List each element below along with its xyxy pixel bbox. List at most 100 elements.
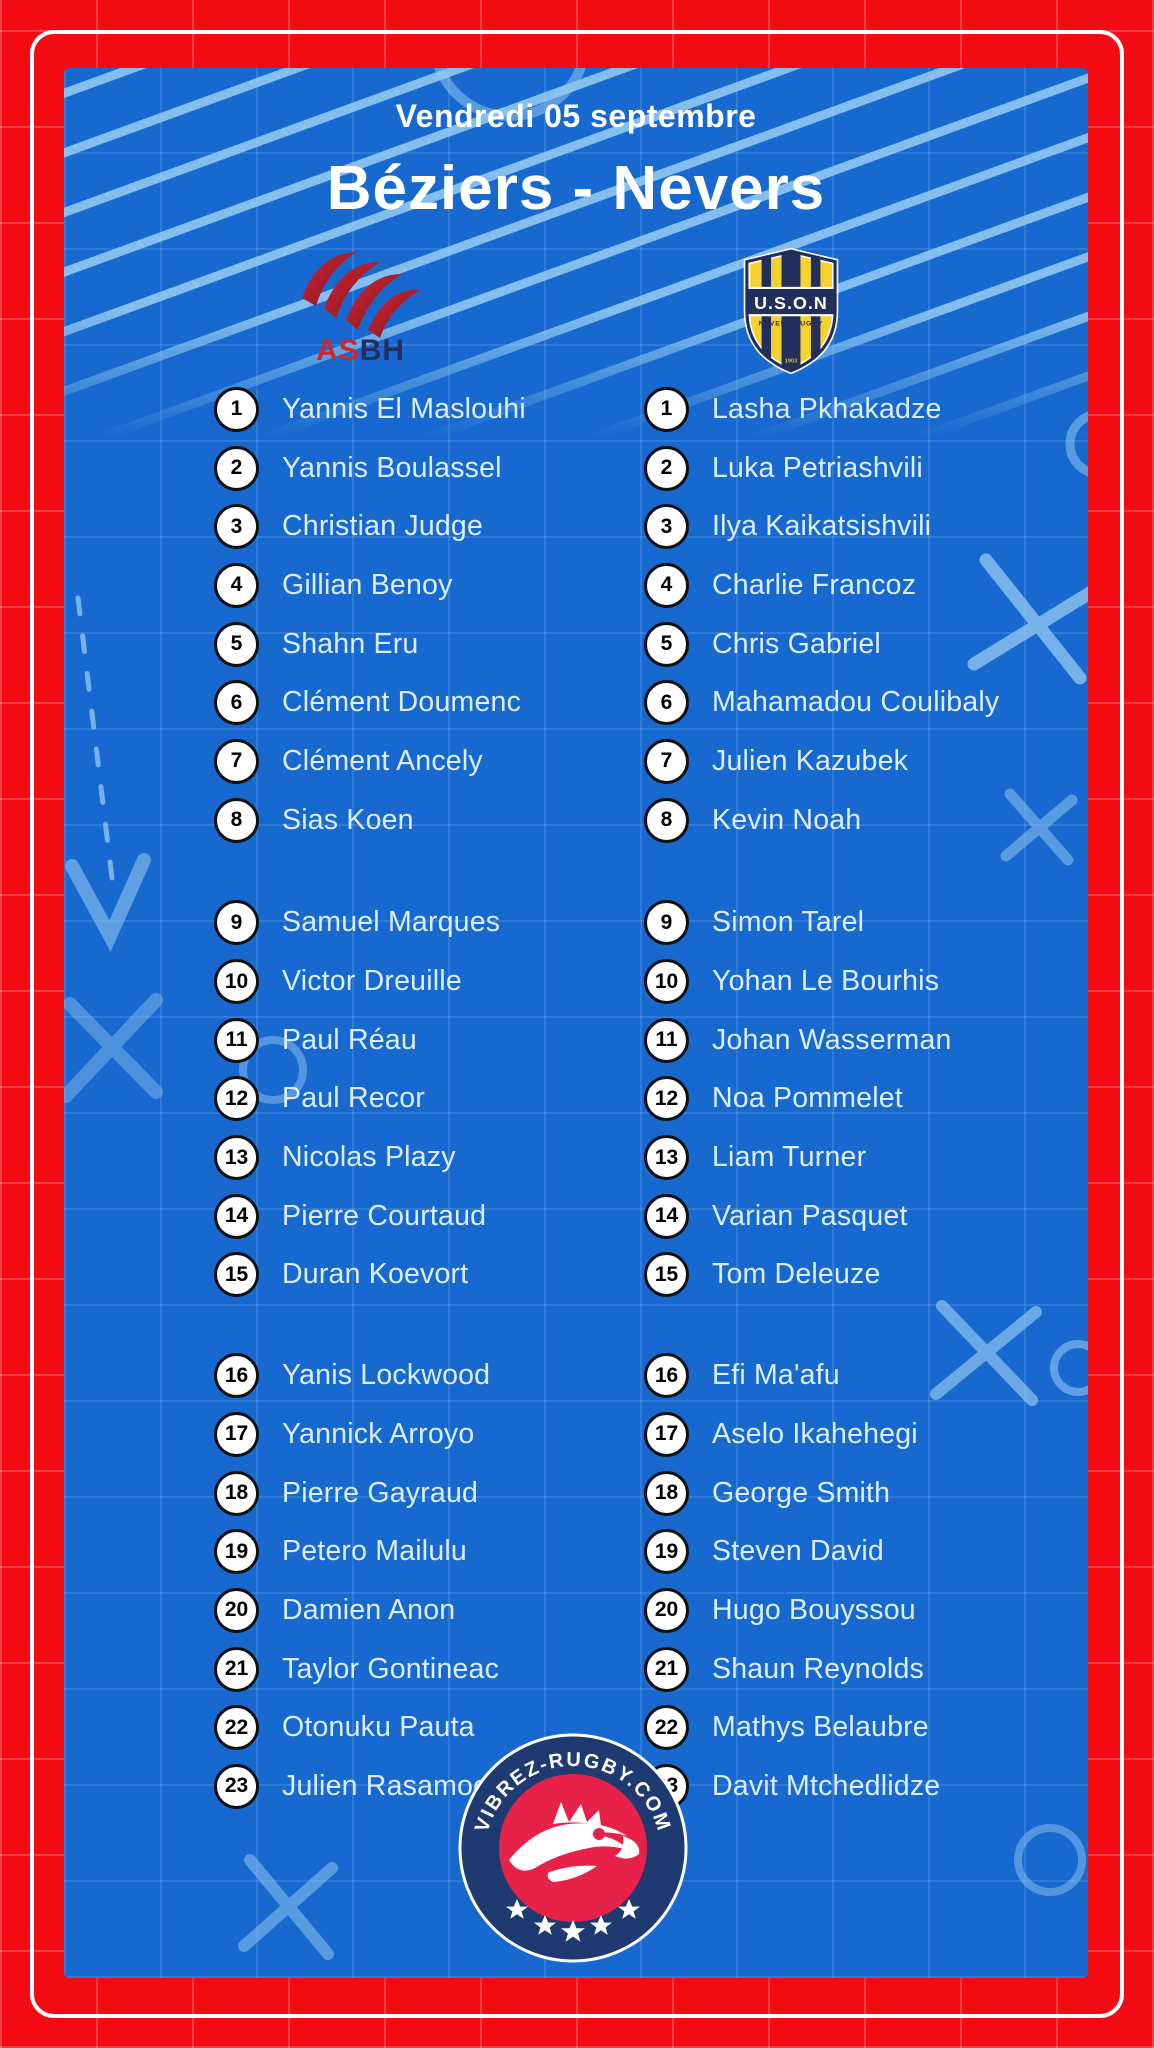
player-name: Paul Réau (282, 1023, 417, 1056)
player-row: 12 Noa Pommelet (644, 1070, 999, 1129)
tactic-o-mark (1014, 1824, 1086, 1896)
player-row: 13 Liam Turner (644, 1128, 999, 1187)
player-name: Shahn Eru (282, 627, 419, 660)
player-name: George Smith (712, 1476, 891, 1509)
player-number-badge: 21 (214, 1646, 259, 1692)
player-name: Tom Deleuze (712, 1258, 881, 1291)
player-name: Ilya Kaikatsishvili (712, 510, 932, 543)
player-name: Mahamadou Coulibaly (712, 686, 1000, 719)
player-number-badge: 6 (214, 680, 259, 726)
player-name: Julien Kazubek (712, 744, 909, 777)
player-name: Paul Recor (282, 1082, 425, 1115)
player-name: Simon Tarel (712, 906, 865, 939)
asbh-claw-stripes (302, 252, 420, 338)
player-name: Charlie Francoz (712, 568, 917, 601)
player-name: Yanis Lockwood (282, 1359, 491, 1392)
vibrez-rugby-badge: VIBREZ-RUGBY.COM (458, 1733, 688, 1963)
player-number-badge: 8 (644, 797, 689, 843)
player-row: 6 Clément Doumenc (214, 673, 534, 732)
player-row: 19 Petero Mailulu (214, 1522, 534, 1581)
uson-wordmark: U.S.O.N (754, 293, 828, 313)
player-number-badge: 5 (214, 621, 259, 667)
tactic-x-mark (967, 553, 1088, 685)
player-row: 3 Christian Judge (214, 497, 534, 556)
player-row: 16 Efi Ma'afu (644, 1346, 999, 1405)
player-number-badge: 20 (214, 1587, 259, 1633)
tactic-o-mark (1050, 1340, 1088, 1396)
player-name: Noa Pommelet (712, 1082, 903, 1115)
tactic-x-mark (238, 1854, 338, 1960)
player-number-badge: 12 (214, 1076, 259, 1122)
player-name: Victor Dreuille (282, 965, 462, 998)
player-number-badge: 16 (644, 1353, 689, 1399)
player-name: Davit Mtchedlidze (712, 1769, 941, 1802)
player-row: 10 Victor Dreuille (214, 952, 534, 1011)
tactic-o-mark (239, 1036, 307, 1104)
player-number-badge: 19 (214, 1529, 259, 1575)
player-name: Kevin Noah (712, 803, 862, 836)
player-number-badge: 4 (644, 562, 689, 608)
player-number-badge: 6 (644, 680, 689, 726)
player-row: 14 Varian Pasquet (644, 1187, 999, 1246)
player-number-badge: 13 (644, 1135, 689, 1181)
player-name: Otonuku Pauta (282, 1711, 475, 1744)
player-number-badge: 14 (644, 1193, 689, 1239)
player-name: Damien Anon (282, 1593, 456, 1626)
player-row: 1 Lasha Pkhakadze (644, 380, 999, 439)
uson-subtext: NEVERS RUGBY (759, 321, 824, 328)
player-row: 21 Shaun Reynolds (644, 1640, 999, 1699)
player-number-badge: 1 (214, 386, 259, 432)
player-row: 7 Julien Kazubek (644, 732, 999, 791)
player-number-badge: 22 (644, 1705, 689, 1751)
player-row: 21 Taylor Gontineac (214, 1640, 534, 1699)
player-row: 4 Charlie Francoz (644, 556, 999, 615)
player-name: Steven David (712, 1535, 884, 1568)
poster-header: Vendredi 05 septembre Béziers - Nevers (64, 68, 1088, 224)
hatch-stripes-decoration (64, 68, 1088, 438)
player-row: 18 Pierre Gayraud (214, 1464, 534, 1523)
tactic-o-mark (1065, 411, 1088, 477)
player-name: Chris Gabriel (712, 627, 881, 660)
badge-stars (506, 1899, 640, 1942)
player-row: 9 Simon Tarel (644, 894, 999, 953)
player-row: 12 Paul Recor (214, 1070, 534, 1129)
player-row: 13 Nicolas Plazy (214, 1128, 534, 1187)
player-row: 2 Yannis Boulassel (214, 439, 534, 498)
player-row: 9 Samuel Marques (214, 894, 534, 953)
player-name: Taylor Gontineac (282, 1652, 500, 1685)
player-row: 17 Aselo Ikahehegi (644, 1405, 999, 1464)
player-name: Clément Doumenc (282, 686, 522, 719)
tactic-dashed-line (75, 595, 115, 881)
player-name: Pierre Gayraud (282, 1476, 479, 1509)
player-row: 22 Otonuku Pauta (214, 1698, 534, 1757)
player-number-badge: 9 (214, 900, 259, 946)
player-name: Shaun Reynolds (712, 1652, 924, 1685)
player-number-badge: 2 (644, 445, 689, 491)
player-row: 4 Gillian Benoy (214, 556, 534, 615)
player-name: Luka Petriashvili (712, 451, 923, 484)
player-number-badge: 10 (644, 959, 689, 1005)
asbh-crest-logo: ASBH (302, 252, 420, 364)
player-number-badge: 18 (214, 1470, 259, 1516)
player-row: 2 Luka Petriashvili (644, 439, 999, 498)
player-number-badge: 20 (644, 1587, 689, 1633)
player-number-badge: 23 (214, 1763, 259, 1809)
player-name: Christian Judge (282, 510, 484, 543)
tactic-board-panel: Vendredi 05 septembre Béziers - Nevers A… (64, 68, 1088, 1978)
player-row: 20 Hugo Bouyssou (644, 1581, 999, 1640)
player-row: 19 Steven David (644, 1522, 999, 1581)
player-name: Yohan Le Bourhis (712, 965, 940, 998)
asbh-wordmark: ASBH (316, 334, 405, 364)
player-row: 5 Chris Gabriel (644, 615, 999, 674)
player-name: Nicolas Plazy (282, 1141, 456, 1174)
player-name: Yannis El Maslouhi (282, 392, 526, 425)
eagle-head-icon (509, 1802, 640, 1882)
player-row: 17 Yannick Arroyo (214, 1405, 534, 1464)
player-name: Petero Mailulu (282, 1535, 467, 1568)
tactic-x-mark (64, 993, 163, 1103)
player-row: 22 Mathys Belaubre (644, 1698, 999, 1757)
player-number-badge: 17 (214, 1411, 259, 1457)
player-name: Lasha Pkhakadze (712, 392, 942, 425)
player-row: 20 Damien Anon (214, 1581, 534, 1640)
